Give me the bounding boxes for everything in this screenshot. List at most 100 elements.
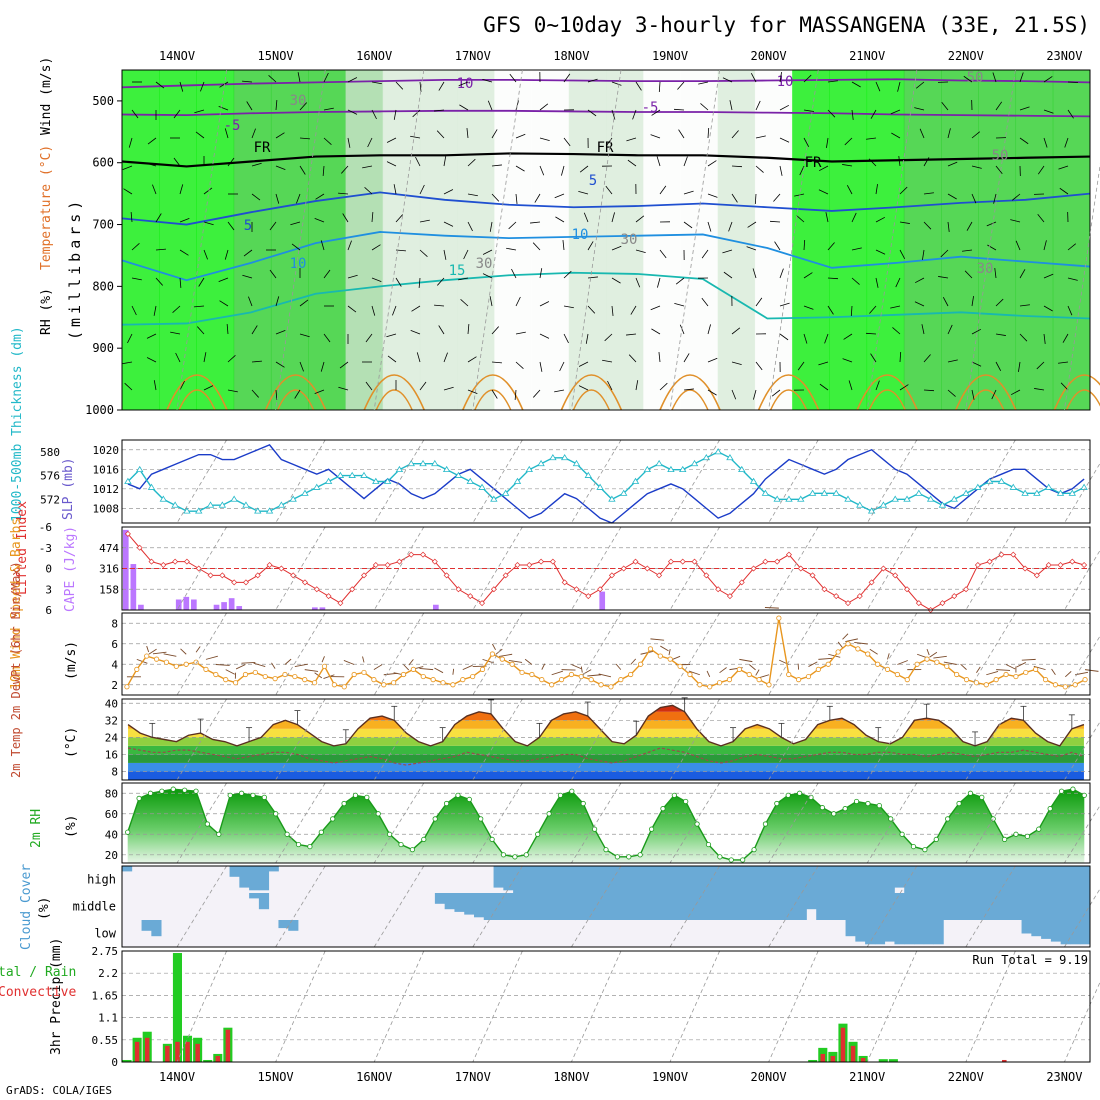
wind-barb <box>371 81 382 85</box>
rh-line-point <box>466 796 472 803</box>
wind-barb <box>771 389 781 397</box>
contour-label: -5 <box>224 118 241 134</box>
cloud-cell <box>884 866 895 893</box>
wind-barb <box>1019 106 1030 111</box>
thickness-line-point <box>844 495 852 502</box>
rh-line-point <box>1081 792 1087 798</box>
grid-line-v <box>176 439 227 524</box>
li-point <box>656 572 663 579</box>
grid-line-v <box>768 782 819 864</box>
isotherm-surface <box>276 389 315 411</box>
wind-barb <box>219 81 229 88</box>
wind-barb <box>583 212 589 223</box>
thickness-line-point <box>797 495 805 502</box>
rh-line-point <box>899 831 905 837</box>
wind-barb <box>651 109 661 116</box>
wind-barb <box>462 664 473 671</box>
wind-barb <box>899 351 902 363</box>
wind-barb <box>976 666 981 673</box>
wind-barb <box>707 193 718 198</box>
cloud-cell <box>874 866 886 893</box>
wind-barb <box>320 240 325 251</box>
wind-barb <box>587 276 598 279</box>
wind-barb <box>779 333 789 341</box>
rh-line-point <box>216 831 222 837</box>
precip-convective-bar <box>185 1041 190 1062</box>
wind-barb <box>122 361 133 365</box>
rh2m-unit-label: (%) <box>64 815 79 838</box>
precip-convective-bar <box>144 1037 150 1062</box>
wind-barb <box>1058 361 1069 364</box>
wind-barb <box>153 380 157 391</box>
wind-speed-line-point <box>1062 684 1068 690</box>
wind-barb <box>371 244 381 251</box>
wind-barb <box>701 249 709 259</box>
cloud-cell <box>874 920 886 945</box>
wind-barb <box>458 277 469 281</box>
rh-column <box>196 70 235 410</box>
wind-barb <box>875 184 878 195</box>
wind-barb <box>419 381 427 391</box>
cloud-cell <box>1050 866 1062 893</box>
grid-line-v <box>965 612 1016 696</box>
x-tick-label-bottom: 15NOV <box>258 1070 294 1084</box>
wind-barb <box>803 74 812 83</box>
cloud-cell <box>483 893 494 920</box>
slp-tick-label: 1008 <box>93 502 120 515</box>
rh-line-point <box>318 829 324 835</box>
slp-tick-label: 1012 <box>93 483 120 496</box>
grid-line-v <box>965 698 1016 781</box>
wind-barb <box>683 190 694 195</box>
cloud-cell <box>855 866 866 893</box>
cloud-cell <box>982 866 993 893</box>
precip-tick-label: 1.65 <box>92 989 119 1002</box>
wind-barb <box>825 212 829 223</box>
wind-barb <box>466 128 469 139</box>
wind-barb <box>607 380 613 391</box>
wind-barb <box>898 156 901 167</box>
wind-speed-line-point <box>993 677 999 683</box>
wind-barb <box>563 270 572 279</box>
thickness-line-point <box>407 459 415 467</box>
cloud-cell <box>1021 866 1032 893</box>
thickness-line-point <box>124 477 132 484</box>
li-point <box>526 562 533 569</box>
wind-barb <box>611 245 622 251</box>
cloud-cell <box>738 866 749 893</box>
wind-barb <box>875 216 886 223</box>
wind-barb <box>851 109 854 120</box>
grid-line-v <box>472 865 523 948</box>
wind-speed-line-point <box>292 673 298 680</box>
li-point <box>726 593 733 600</box>
thickness-line-point <box>867 507 876 514</box>
li-point <box>904 586 911 593</box>
wind-barb <box>779 104 790 111</box>
wind-barb <box>971 296 974 307</box>
wind-barb <box>731 327 741 335</box>
wind-barb <box>947 128 951 139</box>
grid-line-v <box>373 69 425 411</box>
cloud-cell <box>943 866 954 893</box>
cloud-cell <box>571 893 582 920</box>
cloud-cell <box>894 893 905 920</box>
wind-barb <box>986 671 999 676</box>
wind-speed-line-point <box>716 680 723 686</box>
cloud-cell <box>708 893 719 920</box>
grid-line-v <box>472 439 523 524</box>
li-point <box>254 572 261 579</box>
wind-barb <box>131 243 140 251</box>
wind-barb <box>203 187 213 195</box>
wind-barb <box>322 165 325 176</box>
li-point <box>1010 551 1017 558</box>
thickness-line-point <box>572 459 581 467</box>
wind-barb <box>200 81 205 92</box>
wind-barb <box>419 249 428 257</box>
cloud-cell <box>522 866 534 893</box>
wind-speed-line-point <box>736 666 742 672</box>
precip-total-bar <box>878 1059 888 1062</box>
rh-line-point <box>261 794 267 800</box>
contour-label: 5 <box>244 218 252 234</box>
li-point <box>703 572 710 579</box>
thickness-line-point <box>596 483 604 490</box>
wind-speed-line-point <box>460 677 466 683</box>
